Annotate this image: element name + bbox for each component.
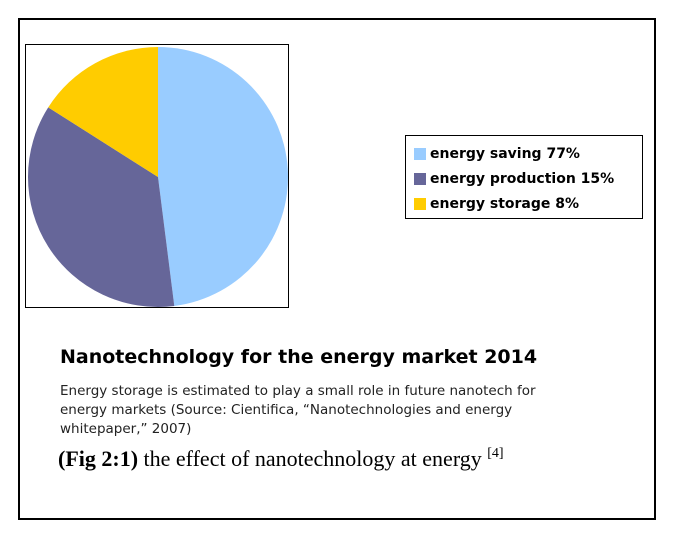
legend-swatch <box>414 197 426 210</box>
legend-label: energy saving 77% <box>430 145 580 162</box>
legend-label: energy storage 8% <box>430 195 580 212</box>
chart-caption: Energy storage is estimated to play a sm… <box>60 382 660 439</box>
figure-label: (Fig 2:1) <box>58 446 139 471</box>
pie-svg <box>27 47 289 307</box>
figure-caption: (Fig 2:1) the effect of nanotechnology a… <box>58 446 504 472</box>
legend-label: energy production 15% <box>430 170 615 187</box>
pie-slice-energy-production <box>27 107 175 307</box>
figure-reference: [4] <box>487 446 504 461</box>
legend-swatch <box>414 172 426 185</box>
caption-line: energy markets (Source: Cientifica, “Nan… <box>60 402 513 418</box>
pie-slice-energy-storage <box>48 47 159 177</box>
pie-chart <box>25 44 289 308</box>
legend-swatch <box>414 147 426 160</box>
caption-line: whitepaper,” 2007) <box>60 421 192 437</box>
legend-item-energy-saving: energy saving 77% <box>414 141 642 166</box>
legend-item-energy-storage: energy storage 8% <box>414 191 642 216</box>
figure-frame <box>18 18 656 520</box>
pie-slice-energy-saving <box>158 47 289 306</box>
chart-legend: energy saving 77% energy production 15% … <box>405 135 643 219</box>
legend-item-energy-production: energy production 15% <box>414 166 642 191</box>
chart-title: Nanotechnology for the energy market 201… <box>60 346 538 368</box>
figure-text: the effect of nanotechnology at energy <box>138 446 488 471</box>
caption-line: Energy storage is estimated to play a sm… <box>60 383 536 399</box>
